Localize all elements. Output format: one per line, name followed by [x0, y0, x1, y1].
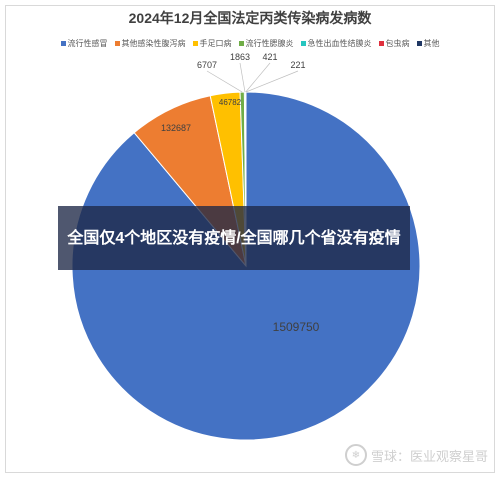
legend-label: 流行性感冒 — [67, 39, 108, 48]
legend-swatch — [416, 41, 422, 46]
legend-swatch — [60, 41, 66, 46]
legend-item: 流行性腮腺炎 — [238, 38, 294, 49]
watermark-text: 雪球：医业观察星哥 — [370, 448, 488, 464]
legend-item: 手足口病 — [192, 38, 232, 49]
snowball-icon: ❄ — [344, 444, 367, 466]
legend-label: 手足口病 — [199, 39, 232, 48]
chart-title: 2024年12月全国法定丙类传染病发病数 — [128, 10, 372, 26]
data-label: 421 — [262, 52, 277, 62]
legend-label: 其他感染性腹泻病 — [121, 39, 186, 48]
headline-banner: 全国仅4个地区没有疫情/全国哪几个省没有疫情 — [58, 206, 410, 270]
legend-item: 其他感染性腹泻病 — [114, 38, 186, 49]
data-label: 221 — [290, 60, 305, 70]
legend-label: 流行性腮腺炎 — [245, 39, 294, 48]
chart-legend: 流行性感冒 其他感染性腹泻病 手足口病 流行性腮腺炎 急性出血性结膜炎 包虫病 其他 — [0, 38, 500, 49]
legend-swatch — [300, 41, 306, 46]
leader-line — [245, 62, 271, 93]
data-label: 1509750 — [273, 320, 320, 334]
data-label: 6707 — [197, 60, 217, 70]
leader-line — [245, 70, 299, 93]
legend-swatch — [238, 41, 244, 46]
legend-label: 包虫病 — [385, 39, 410, 48]
legend-item: 包虫病 — [378, 38, 410, 49]
data-label: 1863 — [230, 52, 250, 62]
legend-swatch — [378, 41, 384, 46]
legend-swatch — [114, 41, 120, 46]
legend-item: 其他 — [416, 38, 440, 49]
headline-text: 全国仅4个地区没有疫情/全国哪几个省没有疫情 — [67, 229, 401, 247]
data-label: 132687 — [161, 123, 191, 133]
leader-line — [239, 62, 246, 93]
leader-line — [206, 70, 243, 93]
watermark: ❄ 雪球：医业观察星哥 — [344, 444, 488, 466]
legend-item: 流行性感冒 — [60, 38, 108, 49]
legend-label: 急性出血性结膜炎 — [307, 39, 372, 48]
legend-item: 急性出血性结膜炎 — [300, 38, 372, 49]
legend-label: 其他 — [423, 39, 440, 48]
legend-swatch — [192, 41, 198, 46]
data-label: 46782 — [219, 98, 242, 107]
